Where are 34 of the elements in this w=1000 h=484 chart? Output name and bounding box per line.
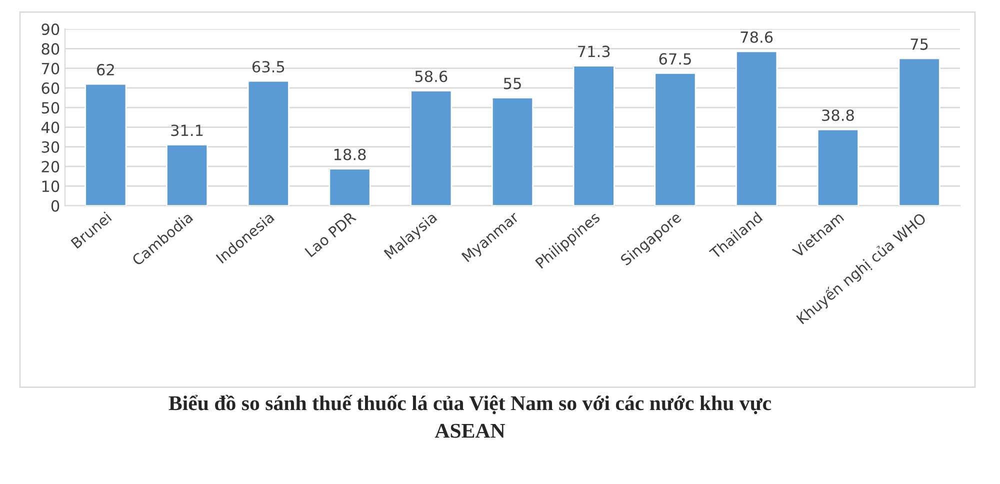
bar <box>410 90 452 206</box>
y-tick-label: 70 <box>42 62 60 74</box>
y-tick-label: 80 <box>42 43 60 55</box>
data-label: 71.3 <box>578 46 610 58</box>
data-label: 75 <box>910 38 928 50</box>
data-label: 62 <box>97 64 114 76</box>
bar <box>572 65 615 206</box>
data-label: 63.5 <box>252 60 284 73</box>
bar <box>247 80 290 206</box>
data-label: 78.6 <box>740 31 773 43</box>
y-tick-label: 10 <box>42 180 60 192</box>
data-label: 58.6 <box>415 70 448 82</box>
data-label: 55 <box>504 78 521 90</box>
x-tick-label: Lao PDR <box>304 211 357 258</box>
bar <box>166 144 208 206</box>
data-label: 18.8 <box>334 148 366 160</box>
bar <box>736 50 778 206</box>
data-label: 38.8 <box>822 109 854 122</box>
y-tick-label: 30 <box>42 141 60 153</box>
bar <box>84 83 127 206</box>
y-tick-label: 90 <box>42 24 60 36</box>
data-label: 31.1 <box>171 124 203 136</box>
y-tick-label: 0 <box>51 200 60 212</box>
y-tick-label: 40 <box>41 122 60 134</box>
y-tick-label: 60 <box>42 82 60 94</box>
data-label: 67.5 <box>659 53 691 65</box>
y-tick-label: 20 <box>42 160 60 172</box>
bar <box>491 97 534 206</box>
text: Biểu đồ so sánh thuế thuốc lá của Việt Nam so với các nước khu vực ASEAN <box>168 394 772 438</box>
bar <box>654 72 696 206</box>
y-tick-label: 50 <box>42 102 60 114</box>
bar <box>816 128 859 206</box>
bar <box>898 58 940 206</box>
bar <box>328 168 371 206</box>
